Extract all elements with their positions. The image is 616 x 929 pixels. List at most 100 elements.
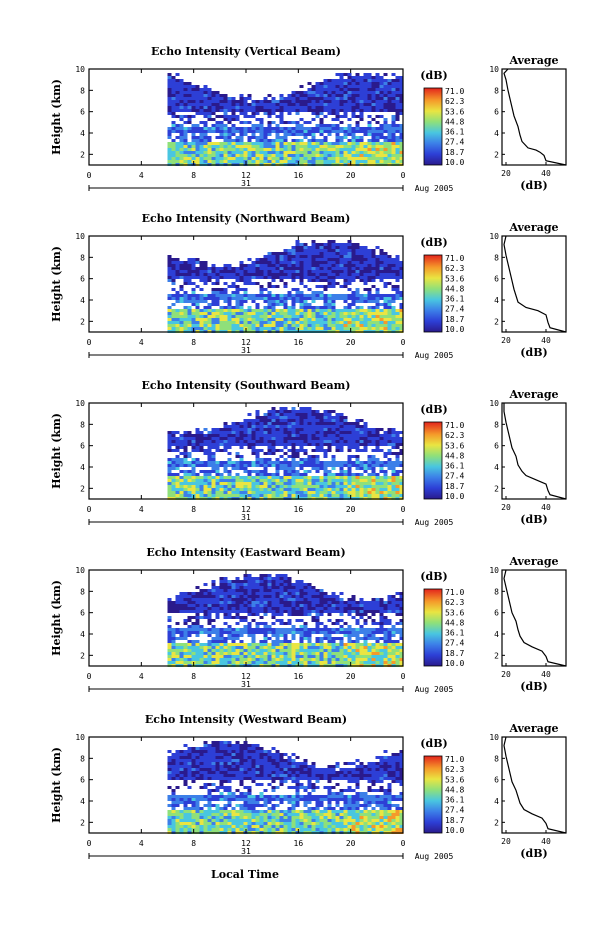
heatmap-cell <box>191 288 196 291</box>
heatmap-cell <box>167 297 172 300</box>
heatmap-cell <box>359 103 364 106</box>
heatmap-cell <box>375 82 380 85</box>
heatmap-cell <box>335 88 340 91</box>
heatmap-cell <box>215 610 220 613</box>
heatmap-cell <box>279 640 284 643</box>
heatmap-cell <box>239 461 244 464</box>
heatmap-cell <box>219 148 224 151</box>
heatmap-cell <box>215 145 220 148</box>
heatmap-cell <box>255 327 260 330</box>
heatmap-cell <box>275 488 280 491</box>
heatmap-cell <box>175 461 180 464</box>
heatmap-cell <box>195 658 200 661</box>
heatmap-cell <box>251 488 256 491</box>
heatmap-cell <box>391 312 396 315</box>
heatmap-cell <box>211 655 216 658</box>
heatmap-cell <box>227 303 232 306</box>
heatmap-cell <box>319 118 324 121</box>
heatmap-cell <box>267 285 272 288</box>
heatmap-cell <box>303 142 308 145</box>
heatmap-cell <box>319 148 324 151</box>
heatmap-cell <box>335 473 340 476</box>
heatmap-cell <box>303 267 308 270</box>
heatmap-cell <box>371 157 376 160</box>
heatmap-cell <box>399 431 404 434</box>
heatmap-cell <box>231 324 236 327</box>
heatmap-cell <box>367 142 372 145</box>
heatmap-cell <box>219 592 224 595</box>
heatmap-cell <box>251 321 256 324</box>
heatmap-cell <box>167 449 172 452</box>
heatmap-cell <box>279 425 284 428</box>
heatmap-cell <box>199 604 204 607</box>
heatmap-cell <box>363 154 368 157</box>
heatmap-cell <box>195 273 200 276</box>
heatmap-cell <box>391 142 396 145</box>
heatmap-cell <box>247 586 252 589</box>
heatmap-cell <box>183 631 188 634</box>
heatmap-cell <box>311 267 316 270</box>
heatmap-cell <box>287 461 292 464</box>
heatmap-cell <box>223 652 228 655</box>
heatmap-cell <box>199 607 204 610</box>
heatmap-cell <box>343 267 348 270</box>
heatmap-cell <box>295 422 300 425</box>
heatmap-cell <box>203 106 208 109</box>
heatmap-cell <box>247 136 252 139</box>
heatmap-cell <box>271 601 276 604</box>
heatmap-cell <box>319 267 324 270</box>
heatmap-cell <box>219 643 224 646</box>
heatmap-cell <box>367 482 372 485</box>
heatmap-cell <box>299 324 304 327</box>
heatmap-cell <box>175 264 180 267</box>
heatmap-cell <box>291 491 296 494</box>
heatmap-cell <box>219 631 224 634</box>
heatmap-cell <box>275 127 280 130</box>
heatmap-cell <box>359 273 364 276</box>
heatmap-cell <box>287 321 292 324</box>
heatmap-cell <box>323 410 328 413</box>
heatmap-cell <box>171 646 176 649</box>
heatmap-cell <box>231 309 236 312</box>
heatmap-cell <box>375 145 380 148</box>
heatmap-cell <box>179 85 184 88</box>
heatmap-cell <box>379 100 384 103</box>
heatmap-cell <box>291 133 296 136</box>
heatmap-cell <box>287 306 292 309</box>
heatmap-cell <box>303 133 308 136</box>
heatmap-cell <box>263 261 268 264</box>
heatmap-cell <box>275 440 280 443</box>
heatmap-cell <box>203 440 208 443</box>
heatmap-cell <box>219 449 224 452</box>
heatmap-cell <box>195 315 200 318</box>
heatmap-cell <box>331 315 336 318</box>
heatmap-cell <box>203 649 208 652</box>
heatmap-cell <box>223 661 228 664</box>
heatmap-cell <box>219 145 224 148</box>
heatmap-cell <box>335 488 340 491</box>
heatmap-cell <box>223 640 228 643</box>
heatmap-cell <box>355 115 360 118</box>
heatmap-cell <box>279 607 284 610</box>
heatmap-cell <box>379 258 384 261</box>
heatmap-cell <box>231 431 236 434</box>
heatmap-cell <box>375 261 380 264</box>
heatmap-cell <box>247 577 252 580</box>
heatmap-cell <box>391 321 396 324</box>
heatmap-cell <box>223 276 228 279</box>
heatmap-cell <box>359 294 364 297</box>
heatmap-cell <box>207 482 212 485</box>
heatmap-cell <box>291 276 296 279</box>
heatmap-cell <box>175 318 180 321</box>
heatmap-cell <box>283 300 288 303</box>
heatmap-cell <box>271 252 276 255</box>
heatmap-cell <box>251 318 256 321</box>
heatmap-cell <box>367 485 372 488</box>
heatmap-cell <box>383 267 388 270</box>
heatmap-cell <box>371 470 376 473</box>
heatmap-cell <box>387 145 392 148</box>
heatmap-cell <box>279 324 284 327</box>
heatmap-cell <box>283 416 288 419</box>
heatmap-cell <box>227 631 232 634</box>
heatmap-cell <box>171 82 176 85</box>
